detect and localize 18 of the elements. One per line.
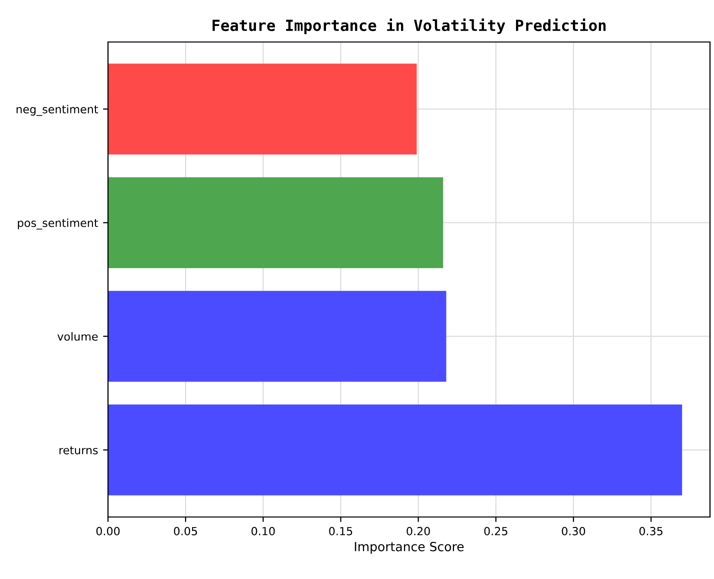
y-tick-label: pos_sentiment xyxy=(18,218,98,230)
bar xyxy=(108,177,444,268)
x-tick-label: 0.05 xyxy=(174,526,197,536)
y-tick-label: returns xyxy=(60,446,98,454)
x-tick-label: 0.00 xyxy=(96,526,120,536)
x-tick-label: 0.35 xyxy=(639,526,662,536)
bar xyxy=(108,404,682,496)
x-tick-label: 0.10 xyxy=(252,526,275,536)
x-axis-title: Importance Score xyxy=(354,542,464,554)
bar xyxy=(108,290,446,382)
x-tick-label: 0.30 xyxy=(562,526,586,536)
chart-title: Feature Importance in Volatility Prediction xyxy=(212,18,606,34)
x-tick-label: 0.15 xyxy=(329,526,352,536)
y-tick-label: neg_sentiment xyxy=(16,104,98,116)
bar xyxy=(108,64,417,154)
x-tick-label: 0.20 xyxy=(406,526,430,536)
y-tick-label: volume xyxy=(57,332,98,341)
x-tick-label: 0.25 xyxy=(484,526,508,536)
